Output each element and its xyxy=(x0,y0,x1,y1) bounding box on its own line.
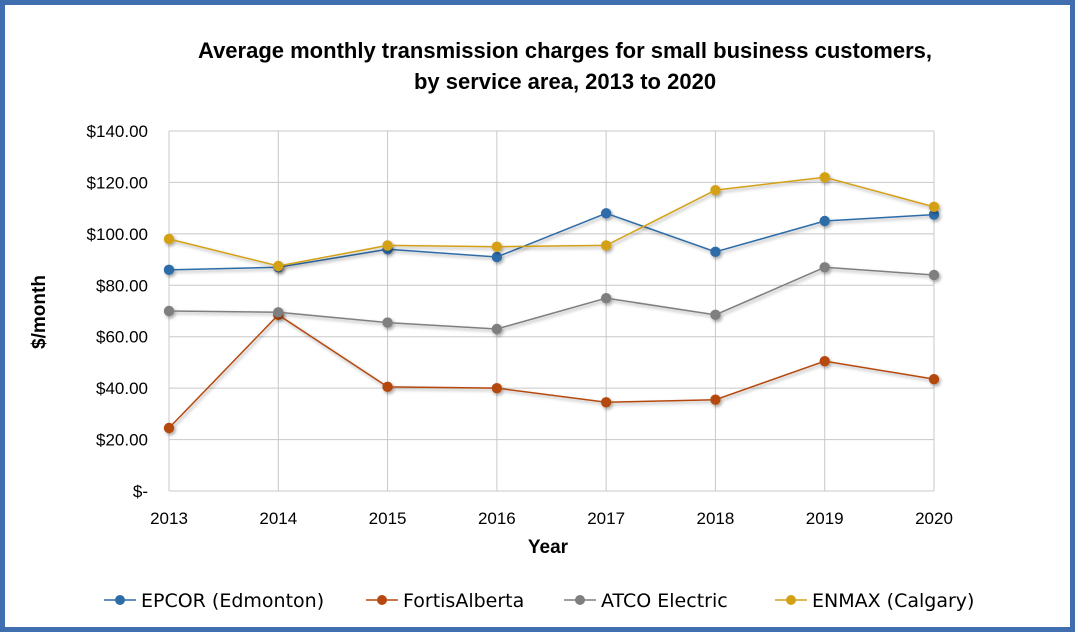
data-point xyxy=(928,373,940,385)
series-line xyxy=(168,212,935,271)
x-tick-label: 2019 xyxy=(806,509,844,528)
data-point xyxy=(163,233,175,245)
data-point xyxy=(600,240,612,251)
y-tick-label: $20.00 xyxy=(96,431,148,450)
data-point xyxy=(710,309,721,321)
series-group xyxy=(163,172,940,434)
y-tick-label: $120.00 xyxy=(87,173,148,192)
legend-item: FortisAlberta xyxy=(366,590,524,612)
x-tick-label: 2016 xyxy=(478,509,516,528)
legend-marker xyxy=(575,595,585,605)
data-point xyxy=(819,215,830,227)
data-point xyxy=(710,246,721,258)
data-point xyxy=(600,397,612,408)
series-line xyxy=(168,313,935,429)
data-point xyxy=(491,382,503,394)
gridlines xyxy=(168,130,935,492)
y-axis-ticks: $- $20.00 $40.00 $60.00 $80.00 $100.00 $120.00… xyxy=(87,122,148,501)
x-axis-ticks: 2013 2014 2015 2016 2017 2018 2019 2020 xyxy=(150,509,953,528)
x-tick-label: 2017 xyxy=(587,509,625,528)
data-point xyxy=(710,394,721,405)
data-point xyxy=(600,208,612,219)
data-point xyxy=(819,172,830,183)
legend-label: ATCO Electric xyxy=(601,590,728,612)
data-point xyxy=(382,240,393,251)
data-point xyxy=(273,307,284,318)
x-tick-label: 2013 xyxy=(150,509,188,528)
legend-marker xyxy=(377,595,387,605)
y-tick-label: $100.00 xyxy=(87,225,148,244)
chart-title: Average monthly transmission charges for… xyxy=(65,35,1065,97)
data-point xyxy=(491,251,503,263)
series-3 xyxy=(163,172,940,272)
legend: EPCOR (Edmonton) FortisAlberta ATCO Electr… xyxy=(104,590,974,612)
legend-item: ATCO Electric xyxy=(564,590,728,612)
y-tick-label: $60.00 xyxy=(96,328,148,347)
chart-title-line-1: Average monthly transmission charges for… xyxy=(198,38,932,63)
data-point xyxy=(819,262,830,273)
data-point xyxy=(163,422,175,434)
chart-title-line-2: by service area, 2013 to 2020 xyxy=(413,69,717,94)
x-axis-title: Year xyxy=(528,537,569,558)
data-point xyxy=(928,209,940,220)
series-line xyxy=(168,176,935,267)
x-tick-label: 2018 xyxy=(697,509,735,528)
series-2 xyxy=(163,262,940,335)
data-point xyxy=(163,264,175,276)
y-tick-label: $140.00 xyxy=(87,122,148,141)
series-1 xyxy=(163,309,940,434)
series-line xyxy=(168,266,935,330)
y-axis-title: $/month xyxy=(29,275,50,349)
data-point xyxy=(273,260,284,272)
data-point xyxy=(710,184,721,196)
x-tick-label: 2014 xyxy=(259,509,297,528)
legend-item: EPCOR (Edmonton) xyxy=(104,590,324,612)
y-tick-label: $- xyxy=(133,482,148,501)
data-point xyxy=(491,241,503,252)
data-point xyxy=(382,381,393,393)
x-tick-label: 2020 xyxy=(915,509,953,528)
data-point xyxy=(928,201,940,213)
data-point xyxy=(491,323,503,335)
x-tick-label: 2015 xyxy=(369,509,407,528)
data-point xyxy=(163,305,175,317)
legend-marker xyxy=(786,595,796,605)
y-tick-label: $80.00 xyxy=(96,276,148,295)
legend-label: FortisAlberta xyxy=(403,590,524,612)
data-point xyxy=(600,292,612,304)
legend-marker xyxy=(115,595,125,605)
y-tick-label: $40.00 xyxy=(96,379,148,398)
data-point xyxy=(382,317,393,328)
data-point xyxy=(819,355,830,367)
legend-item: ENMAX (Calgary) xyxy=(775,590,974,612)
legend-label: EPCOR (Edmonton) xyxy=(141,590,324,612)
data-point xyxy=(928,269,940,281)
legend-label: ENMAX (Calgary) xyxy=(812,590,974,612)
